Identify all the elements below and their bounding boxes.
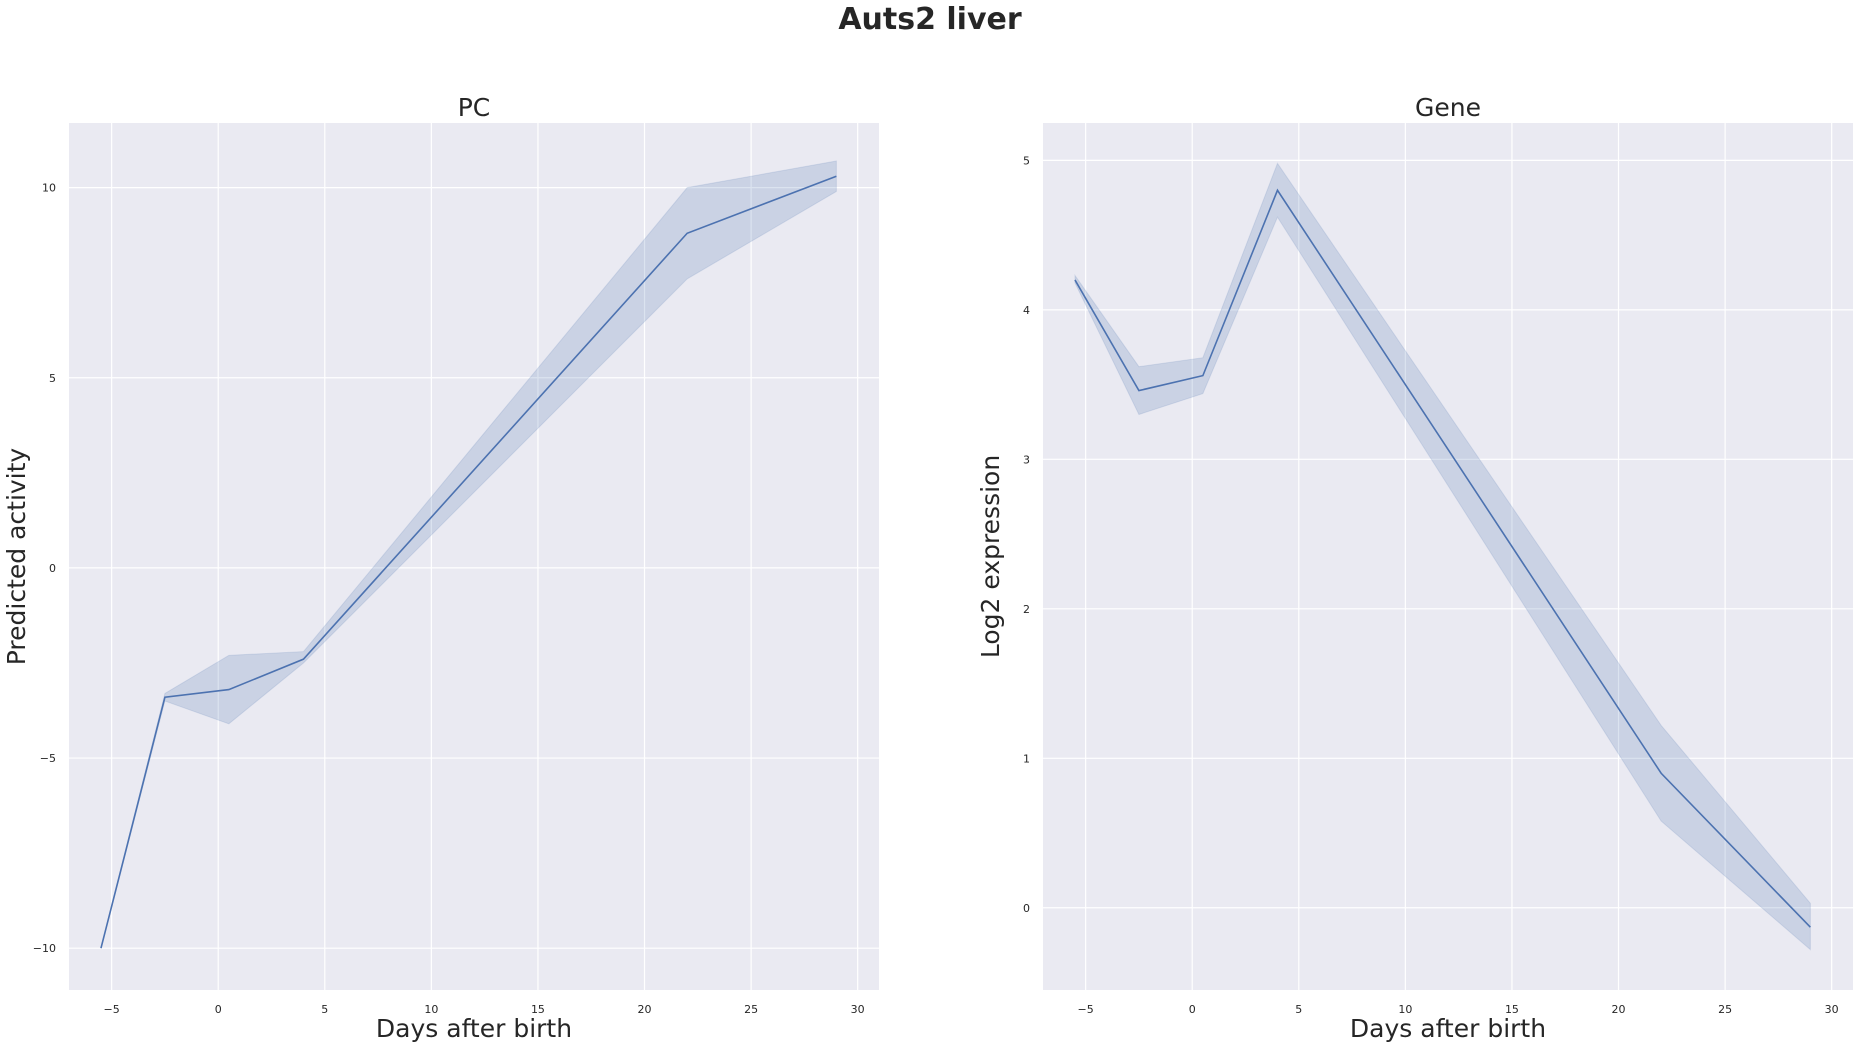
y-tick-label: 10	[42, 182, 56, 195]
panel-gene: −5 0 5 10 15 20 25 30 0 1 2 3 4 5 Gene Days after birth…	[976, 93, 1853, 1043]
x-tick-label: 15	[531, 1003, 545, 1016]
y-tick-label: 5	[49, 372, 56, 385]
plot-background	[69, 123, 879, 990]
data-point	[164, 696, 166, 698]
x-axis-label: Days after birth	[1350, 1014, 1546, 1043]
x-tick-label: 5	[1295, 1003, 1302, 1016]
y-tick-label: 0	[49, 562, 56, 575]
y-axis-label: Predicted activity	[2, 448, 31, 666]
y-tick-label: 2	[1023, 603, 1030, 616]
y-tick-label: −5	[40, 752, 56, 765]
x-tick-label: 5	[321, 1003, 328, 1016]
x-tick-label: 30	[851, 1003, 865, 1016]
panel-title: PC	[458, 93, 491, 122]
data-point	[686, 232, 688, 234]
y-tick-label: 0	[1023, 902, 1030, 915]
y-tick-label: 5	[1023, 154, 1030, 167]
series-line	[1074, 188, 1811, 928]
series-line	[100, 175, 837, 949]
y-tick-label: 1	[1023, 752, 1030, 765]
x-tick-label: 20	[1612, 1003, 1626, 1016]
x-tick-label: 20	[638, 1003, 652, 1016]
x-tick-label: 10	[1398, 1003, 1412, 1016]
x-tick-label: −5	[104, 1003, 120, 1016]
x-tick-label: 0	[215, 1003, 222, 1016]
confidence-band	[1074, 162, 1811, 951]
x-tick-label: 10	[424, 1003, 438, 1016]
data-point	[1074, 279, 1076, 281]
y-tick-label: 3	[1023, 453, 1030, 466]
data-point	[302, 658, 304, 660]
data-point	[835, 175, 837, 177]
figure-title: Auts2 liver	[838, 2, 1022, 37]
x-tick-label: 15	[1505, 1003, 1519, 1016]
data-point	[1660, 772, 1662, 774]
data-point	[1138, 390, 1140, 392]
x-tick-label: 25	[744, 1003, 758, 1016]
data-point	[228, 689, 230, 691]
y-tick-label: −10	[33, 942, 56, 955]
x-axis-label: Days after birth	[376, 1014, 572, 1043]
data-point	[1276, 189, 1278, 191]
y-axis-label: Log2 expression	[976, 455, 1005, 658]
data-point	[1202, 375, 1204, 377]
data-point	[1809, 926, 1811, 928]
data-point	[100, 947, 102, 949]
x-tick-label: −5	[1078, 1003, 1094, 1016]
y-tick-label: 4	[1023, 304, 1030, 317]
plot-background	[1043, 123, 1853, 990]
panel-pc: −5 0 5 10 15 20 25 30 −10 −5 0 5 10 PC Days after birt…	[2, 93, 879, 1043]
x-tick-label: 30	[1825, 1003, 1839, 1016]
x-tick-label: 0	[1189, 1003, 1196, 1016]
x-tick-label: 25	[1718, 1003, 1732, 1016]
panel-title: Gene	[1415, 93, 1481, 122]
